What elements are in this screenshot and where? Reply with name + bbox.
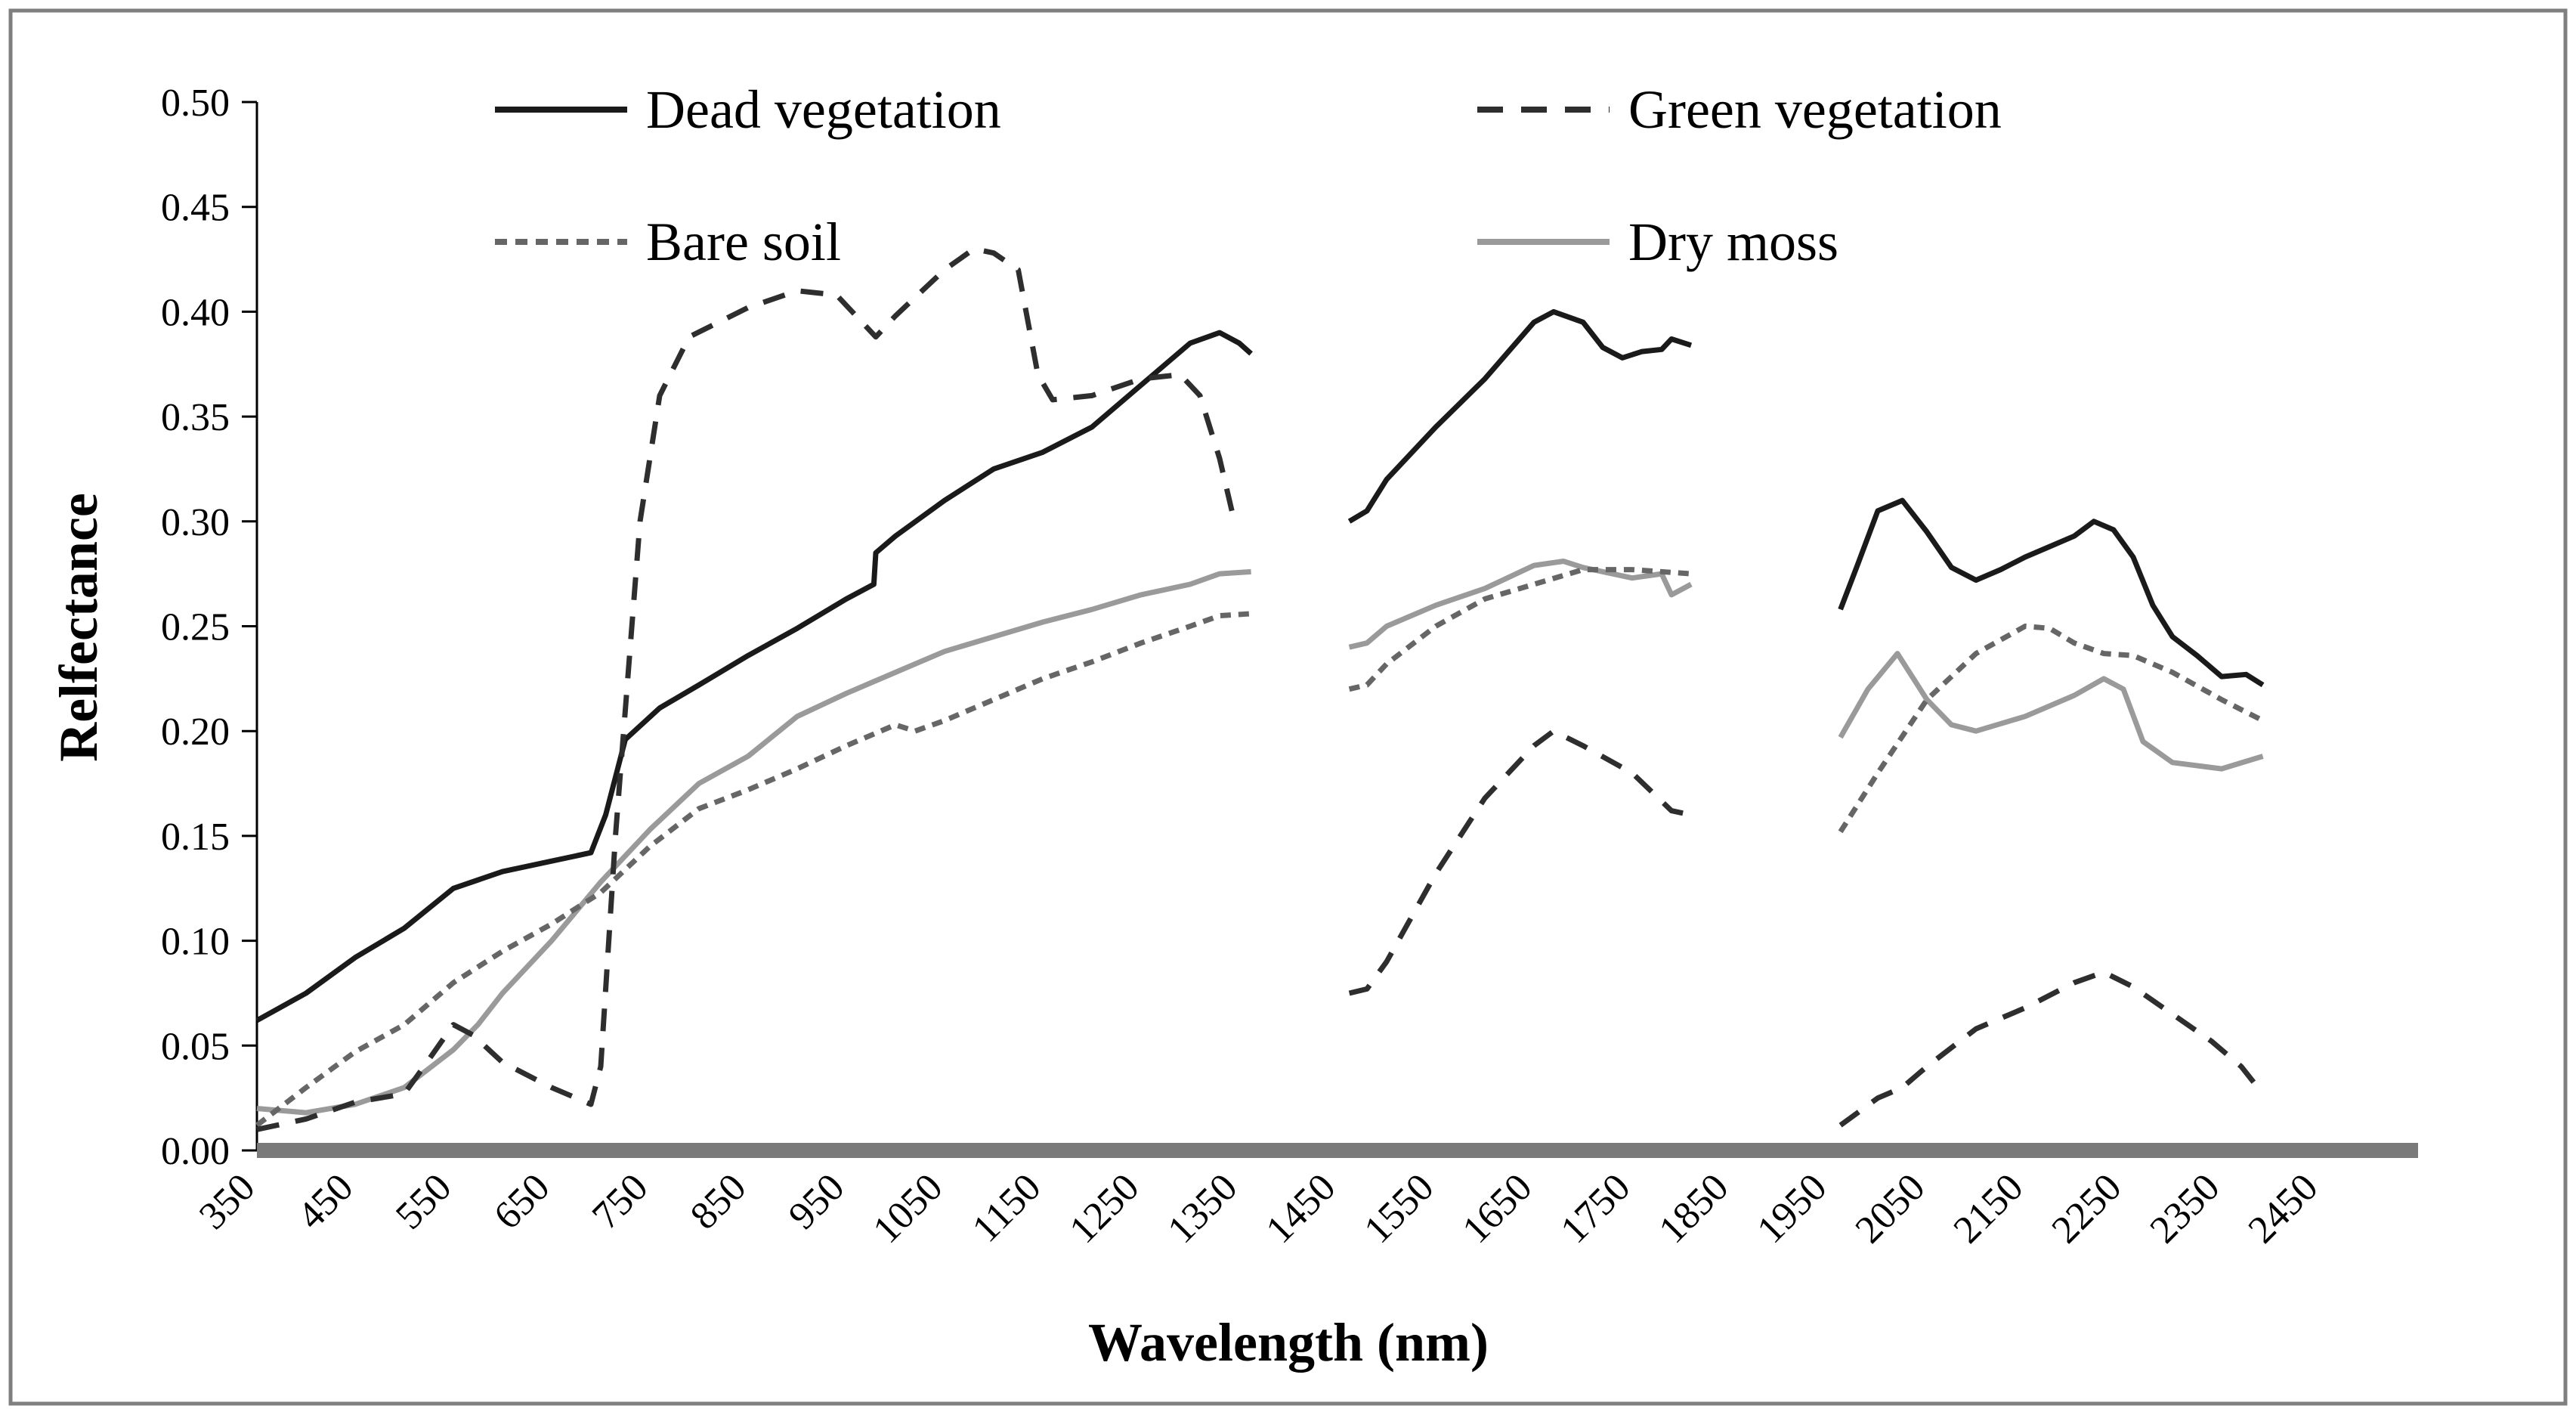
y-tick-label: 0.20 — [161, 711, 230, 754]
series-line-segment — [255, 330, 1253, 1023]
y-tick-label: 0.15 — [161, 816, 230, 859]
y-tick-label: 0.10 — [161, 921, 230, 964]
series-green-vegetation — [256, 246, 2265, 1132]
y-tick-label: 0.25 — [161, 606, 230, 649]
x-axis-title: Wavelength (nm) — [1088, 1312, 1489, 1373]
legend-label: Bare soil — [646, 212, 841, 272]
series-line-segment — [1838, 651, 2264, 772]
y-tick-label: 0.00 — [161, 1130, 230, 1173]
series-bare-soil — [255, 567, 2265, 1128]
legend: Dead vegetation Green vegetation Bare soil… — [495, 79, 2002, 272]
series-line-segment — [1348, 728, 1692, 996]
y-tick-label: 0.40 — [161, 291, 230, 334]
series-layer — [255, 246, 2265, 1132]
y-tick-label: 0.30 — [161, 501, 230, 544]
y-axis-title: Relfectance — [48, 493, 109, 762]
series-line-segment — [1838, 969, 2265, 1128]
series-line-segment — [255, 611, 1251, 1128]
series-line-segment — [256, 246, 1237, 1132]
y-tick-label: 0.45 — [161, 187, 230, 230]
y-axis: 0.00 0.05 0.10 0.15 0.20 0.25 0.30 0.35 0.40 0.45… — [161, 82, 258, 1173]
y-tick-label: 0.05 — [161, 1025, 230, 1068]
legend-label: Dead vegetation — [646, 79, 1001, 140]
legend-label: Dry moss — [1628, 212, 1838, 272]
series-line-segment — [1348, 567, 1692, 692]
series-line-segment — [256, 568, 1251, 1116]
chart-frame — [8, 8, 2568, 1406]
y-tick-label: 0.50 — [161, 82, 230, 125]
series-line-segment — [1347, 308, 1693, 524]
series-dry-moss — [256, 559, 2264, 1116]
legend-label: Green vegetation — [1628, 79, 2002, 140]
series-line-segment — [1348, 559, 1693, 650]
y-tick-label: 0.35 — [161, 396, 230, 439]
series-dead-vegetation — [255, 308, 2265, 1023]
series-line-segment — [1838, 497, 2265, 688]
